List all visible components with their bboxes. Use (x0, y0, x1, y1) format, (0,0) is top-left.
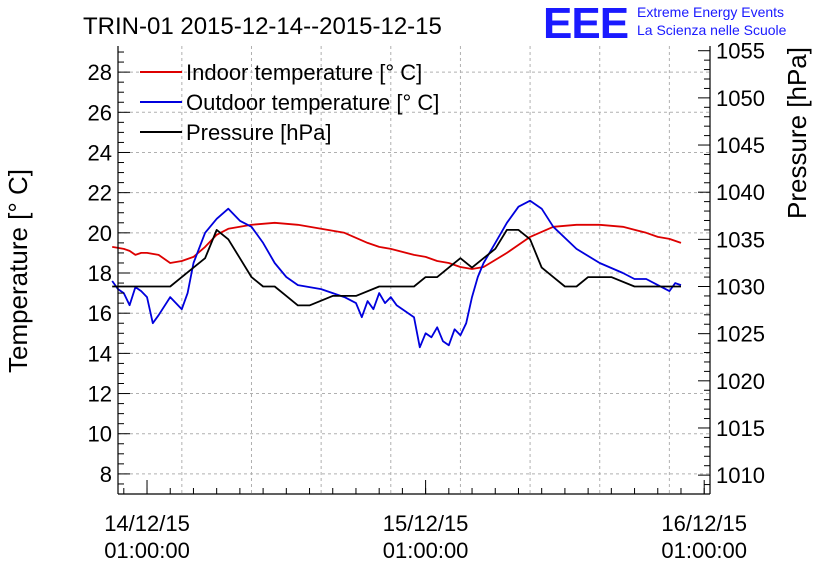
y2-tick-label: 1050 (716, 86, 765, 111)
tick-labels: 8 10 12 14 16 18 20 22 24 26 28 1010 1015 1020 1025 103… (88, 39, 765, 563)
eee-logo: EEE (543, 0, 629, 48)
outdoor-temperature-line (111, 199, 682, 349)
x-tick-label-time: 01:00:00 (661, 538, 747, 563)
indoor-temperature-line (112, 221, 682, 270)
chart-title: TRIN-01 2015-12-14--2015-12-15 (83, 13, 442, 40)
y2-tick-label: 1030 (716, 275, 765, 300)
y2-tick-label: 1010 (716, 463, 765, 488)
y-tick-label: 22 (88, 181, 112, 206)
legend-outdoor-label: Outdoor temperature [° C] (186, 90, 439, 115)
y2-tick-label: 1045 (716, 133, 765, 158)
y-tick-label: 8 (100, 462, 112, 487)
pressure-line (112, 228, 681, 307)
tick-marks (118, 50, 710, 495)
legend-indoor-label: Indoor temperature [° C] (186, 60, 422, 85)
legend-pressure-label: Pressure [hPa] (186, 120, 332, 145)
eee-logo-mark: EEE (543, 0, 629, 48)
series-layer (111, 199, 682, 349)
y-tick-label: 28 (88, 60, 112, 85)
logo-line-2: La Scienza nelle Scuole (637, 22, 787, 38)
grid-lines (118, 46, 710, 494)
y2-axis-label: Pressure [hPa] (782, 47, 812, 219)
x-tick-label-date: 15/12/15 (383, 511, 469, 536)
x-tick-label-time: 01:00:00 (383, 538, 469, 563)
y-tick-label: 16 (88, 301, 112, 326)
y-tick-label: 10 (88, 422, 112, 447)
y-tick-label: 12 (88, 382, 112, 407)
x-tick-label-date: 14/12/15 (104, 511, 190, 536)
y-tick-label: 18 (88, 261, 112, 286)
y2-tick-label: 1020 (716, 369, 765, 394)
legend: Indoor temperature [° C] Outdoor tempera… (140, 60, 439, 145)
y2-tick-label: 1055 (716, 39, 765, 64)
y-axis-label: Temperature [° C] (3, 169, 33, 373)
y-tick-label: 26 (88, 100, 112, 125)
y-tick-label: 24 (88, 140, 112, 165)
y2-tick-label: 1015 (716, 416, 765, 441)
y2-tick-label: 1025 (716, 322, 765, 347)
logo-line-1: Extreme Energy Events (637, 4, 785, 20)
x-tick-label-date: 16/12/15 (661, 511, 747, 536)
y2-tick-label: 1035 (716, 227, 765, 252)
x-tick-label-time: 01:00:00 (104, 538, 190, 563)
y-tick-label: 20 (88, 221, 112, 246)
y-tick-label: 14 (88, 341, 112, 366)
y2-tick-label: 1040 (716, 180, 765, 205)
